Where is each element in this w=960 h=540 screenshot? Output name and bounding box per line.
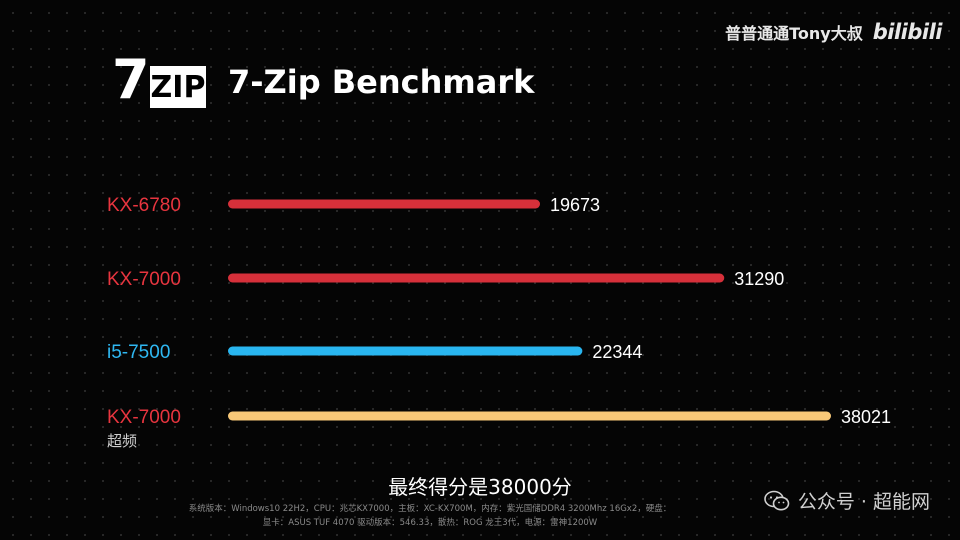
subtitle-caption: 最终得分是38000分 <box>388 475 572 499</box>
channel-watermark: 普普通通Tony大叔 bilibili <box>725 20 942 44</box>
bar-4 <box>228 411 831 421</box>
category-sublabel-4: 超频 <box>107 433 137 450</box>
bar-1 <box>228 199 541 209</box>
bilibili-logo: bilibili <box>872 20 943 44</box>
category-label-2: KX-7000 <box>107 269 181 290</box>
category-label-1: KX-6780 <box>107 195 181 216</box>
category-label-4: KX-7000 <box>107 407 181 428</box>
value-label-3: 22344 <box>592 342 642 362</box>
wechat-watermark: 公众号 · 超能网 <box>764 487 930 514</box>
7zip-logo-icon: 7 ZIP <box>112 48 208 111</box>
bar-3 <box>228 346 583 356</box>
value-label-2: 31290 <box>734 269 784 289</box>
logo-zip: ZIP <box>150 66 206 108</box>
value-label-4: 38021 <box>841 407 891 427</box>
channel-name: 普普通通Tony大叔 <box>725 24 863 43</box>
wechat-label: 公众号 · 超能网 <box>797 491 930 513</box>
wechat-icon <box>764 490 790 510</box>
category-label-3: i5-7500 <box>107 342 170 363</box>
test-config-line-1: 系统版本：Windows10 22H2，CPU：兆芯KX7000，主板：XC-K… <box>188 504 672 514</box>
chart-title: 7-Zip Benchmark <box>228 63 535 101</box>
logo-seven: 7 <box>112 48 150 111</box>
slide-header: 7 ZIP 7-Zip Benchmark <box>112 48 535 111</box>
test-config-line-2: 显卡：ASUS TUF 4070 驱动版本：546.33，散热：ROG 龙王3代… <box>262 518 598 528</box>
value-label-1: 19673 <box>550 195 600 215</box>
bar-2 <box>228 273 725 283</box>
